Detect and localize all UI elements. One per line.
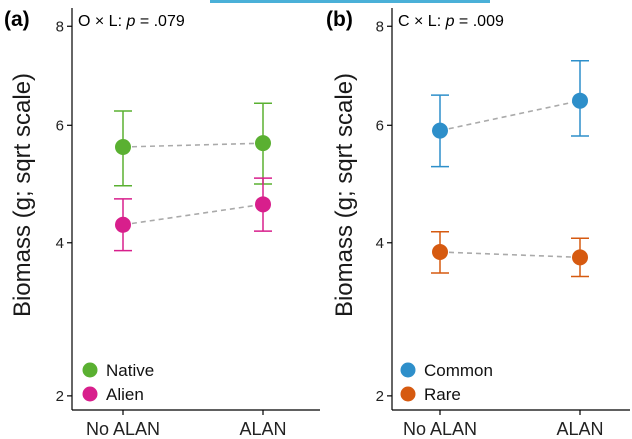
top-accent-bar xyxy=(210,0,490,3)
series-connector xyxy=(439,251,581,259)
series-connector xyxy=(122,203,264,226)
y-tick-label: 4 xyxy=(56,235,64,252)
panel-a-y-axis-label: Biomass (g; sqrt scale) xyxy=(9,73,36,317)
data-point xyxy=(255,135,271,152)
legend-label: Common xyxy=(424,361,493,380)
y-tick-label: 8 xyxy=(56,18,64,35)
data-point xyxy=(432,122,448,139)
panel-a-stat: O × L: p = .079 xyxy=(78,13,185,30)
legend-swatch xyxy=(400,386,416,402)
panel-b-y-axis-label: Biomass (g; sqrt scale) xyxy=(331,73,358,317)
legend-label: Alien xyxy=(106,385,144,404)
data-point xyxy=(572,249,588,266)
data-point xyxy=(115,139,131,156)
y-tick-label: 2 xyxy=(56,388,64,405)
series-connector xyxy=(122,142,264,148)
y-tick-label: 4 xyxy=(376,235,384,252)
data-point xyxy=(115,216,131,233)
data-point xyxy=(432,243,448,260)
data-point xyxy=(572,92,588,109)
y-tick-label: 8 xyxy=(376,18,384,35)
panel-b-stat: C × L: p = .009 xyxy=(398,13,504,30)
x-tick-label: ALAN xyxy=(239,419,286,439)
y-tick-label: 6 xyxy=(56,117,64,134)
legend-swatch xyxy=(400,362,416,378)
legend-swatch xyxy=(82,386,98,402)
x-tick-label: ALAN xyxy=(556,419,603,439)
panel-a-label: (a) xyxy=(4,8,30,31)
y-tick-label: 2 xyxy=(376,388,384,405)
y-tick-label: 6 xyxy=(376,117,384,134)
legend-label: Native xyxy=(106,361,154,380)
legend-label: Rare xyxy=(424,385,461,404)
legend-swatch xyxy=(82,362,98,378)
panel-b: (b) C × L: p = .009 Biomass (g; sqrt sca… xyxy=(326,8,630,439)
x-tick-label: No ALAN xyxy=(403,419,477,439)
x-tick-label: No ALAN xyxy=(86,419,160,439)
data-point xyxy=(255,196,271,213)
panel-a: (a) O × L: p = .079 Biomass (g; sqrt sca… xyxy=(4,8,320,439)
panel-b-label: (b) xyxy=(326,8,353,31)
series-connector xyxy=(439,99,581,132)
